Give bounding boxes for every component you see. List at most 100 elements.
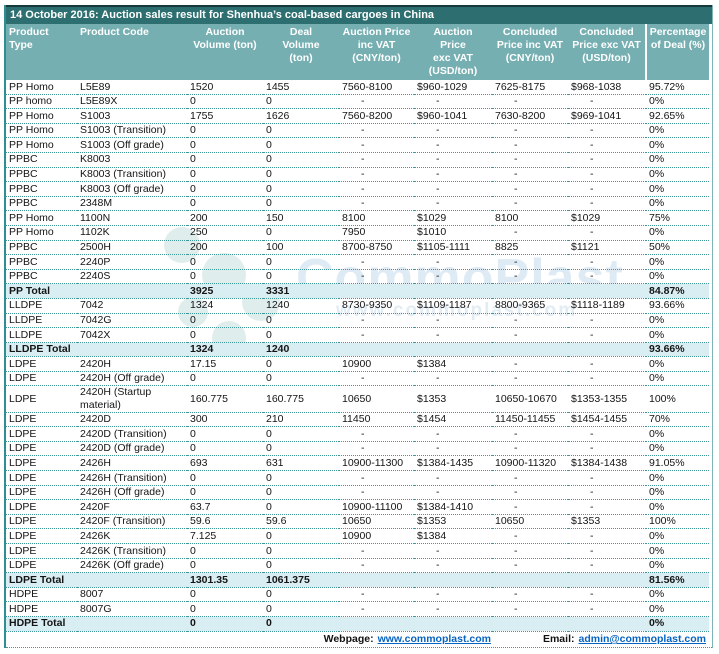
col-header-auction-price-inc-vat: Auction Price inc VAT (CNY/ton)	[339, 24, 414, 80]
cell: 0	[187, 470, 263, 486]
cell: 7560-8100	[339, 80, 414, 95]
cell: -	[339, 441, 414, 457]
cell: -	[339, 327, 414, 343]
cell: -	[568, 558, 646, 574]
cell: 2420D (Transition)	[77, 426, 187, 442]
cell	[77, 342, 187, 358]
cell: -	[339, 181, 414, 197]
cell	[77, 283, 187, 299]
cell: -	[339, 94, 414, 110]
cell: 0	[187, 543, 263, 559]
cell: 10650	[339, 514, 414, 530]
cell: $1118-1189	[568, 298, 646, 314]
cell: -	[339, 123, 414, 139]
cell: PP Homo	[6, 123, 77, 139]
cell: 1626	[263, 108, 339, 124]
cell: PP Homo	[6, 80, 77, 95]
cell: -	[339, 558, 414, 574]
cell: 0	[263, 485, 339, 501]
cell: 1102K	[77, 225, 187, 241]
table-row: LLDPE 7042 1324 1240 8730-9350 $1109-1187 8800…	[6, 298, 709, 314]
cell: -	[492, 167, 568, 183]
cell: LDPE	[6, 412, 77, 428]
cell: PP Homo	[6, 137, 77, 153]
email-link[interactable]: admin@commoplast.com	[578, 633, 706, 646]
webpage-link[interactable]: www.commoplast.com	[377, 633, 491, 646]
cell	[568, 283, 646, 299]
cell: 10900-11300	[339, 455, 414, 472]
cell: 0	[187, 137, 263, 153]
cell: 0	[263, 499, 339, 515]
table-row: LDPE 2420D (Transition) 0 0- - - -0%	[6, 426, 709, 442]
cell: LDPE	[6, 543, 77, 559]
table-row: PP Homo S1003 (Transition) 0 0- - - -0%	[6, 123, 709, 139]
cell: $1029	[414, 210, 492, 226]
cell: -	[492, 371, 568, 387]
cell: 0%	[646, 167, 709, 183]
cell: -	[492, 254, 568, 270]
cell: -	[492, 313, 568, 329]
cell: $1353	[568, 514, 646, 530]
cell	[492, 342, 568, 358]
cell: -	[339, 470, 414, 486]
cell: -	[568, 499, 646, 515]
cell: 10900-11320	[492, 455, 568, 472]
cell: 0	[263, 601, 339, 617]
cell: 0%	[646, 499, 709, 515]
table-row: PPBC K8003 (Transition) 0 0- - - -0%	[6, 167, 709, 183]
cell	[77, 572, 187, 588]
cell: 2500H	[77, 240, 187, 256]
cell: K8003	[77, 152, 187, 168]
cell: -	[414, 167, 492, 183]
cell: L5E89	[77, 80, 187, 95]
header-row: Product Type Product Code Auction Volume…	[6, 24, 709, 80]
col-header-product-type: Product Type	[6, 24, 77, 80]
cell: LDPE	[6, 455, 77, 472]
cell: -	[339, 426, 414, 442]
cell: LDPE	[6, 499, 77, 515]
cell: 84.87%	[646, 283, 709, 299]
table-row: PPBC K8003 (Off grade) 0 0- - - -0%	[6, 181, 709, 197]
cell: 2420F (Transition)	[77, 514, 187, 530]
cell: LDPE	[6, 514, 77, 530]
cell: 0	[263, 167, 339, 183]
cell: 0%	[646, 356, 709, 372]
cell: 0%	[646, 485, 709, 501]
cell: -	[414, 269, 492, 285]
cell: LDPE	[6, 528, 77, 544]
cell: -	[492, 196, 568, 212]
cell: -	[568, 371, 646, 387]
cell: HDPE Total	[6, 616, 77, 632]
cell: -	[339, 167, 414, 183]
cell: 0%	[646, 123, 709, 139]
cell: 0%	[646, 371, 709, 387]
cell: -	[568, 543, 646, 559]
cell: S1003	[77, 108, 187, 124]
cell: 0	[187, 196, 263, 212]
cell: 91.05%	[646, 455, 709, 472]
cell: -	[339, 485, 414, 501]
cell: 7625-8175	[492, 80, 568, 95]
cell: LLDPE	[6, 298, 77, 314]
cell: 0%	[646, 152, 709, 168]
cell: LDPE	[6, 470, 77, 486]
cell: PPBC	[6, 181, 77, 197]
cell: 0	[187, 371, 263, 387]
cell: LDPE	[6, 485, 77, 501]
cell: -	[568, 196, 646, 212]
cell: -	[568, 269, 646, 285]
cell: PPBC	[6, 269, 77, 285]
cell: 2426H (Off grade)	[77, 485, 187, 501]
cell: 8007	[77, 587, 187, 603]
cell: -	[492, 485, 568, 501]
cell: 0	[263, 254, 339, 270]
total-row: HDPE Total 0 0 0%	[6, 616, 709, 632]
cell: PP homo	[6, 94, 77, 110]
cell: PP Total	[6, 283, 77, 299]
cell: -	[568, 137, 646, 153]
table-row: PP Homo S1003 (Off grade) 0 0- - - -0%	[6, 137, 709, 153]
cell: -	[492, 601, 568, 617]
report-title: 14 October 2016: Auction sales result fo…	[6, 5, 712, 24]
table-row: LDPE 2426H (Transition) 0 0- - - -0%	[6, 470, 709, 486]
cell: 100	[263, 240, 339, 256]
